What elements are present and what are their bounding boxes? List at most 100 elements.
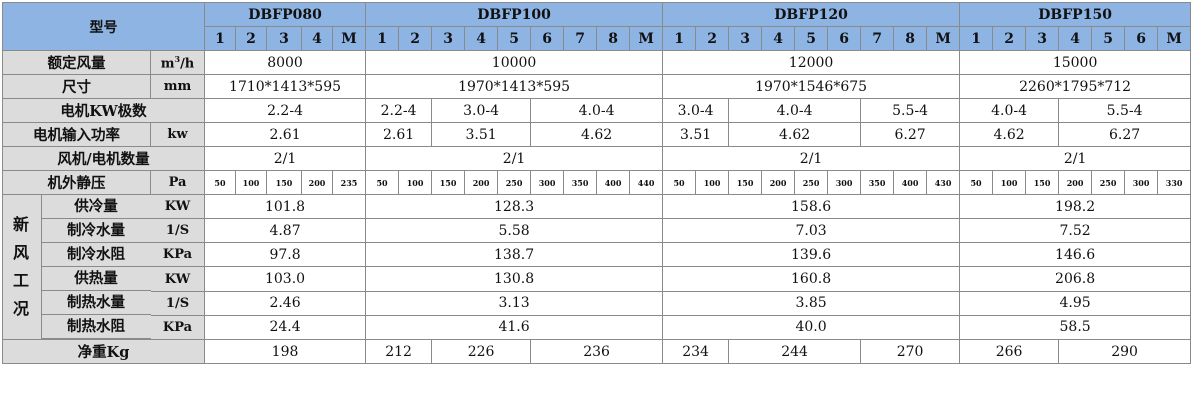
sub-col: 2 [695,26,730,51]
static-value: 100 [992,170,1027,195]
airflow-label: 额定风量 [2,50,151,75]
sub-col: 8 [596,26,631,51]
static-value: 200 [1058,170,1093,195]
fresh-row-heating-flow: 1/S 2.46 3.13 3.85 4.95 [3,290,1192,316]
fresh-row-heating-capacity: KW 103.0 130.8 160.8 206.8 [3,266,1192,292]
fresh-value: 4.87 [203,218,367,244]
fresh-label: 制冷水量 [40,218,151,243]
size-value: 1970*1413*595 [365,74,664,99]
sub-col: 3 [1025,26,1060,51]
power-value: 3.51 [662,122,730,147]
static-value: 250 [497,170,532,195]
sub-col: 7 [563,26,598,51]
airflow-value: 8000 [203,50,367,75]
side-char: 新 [12,215,29,234]
sub-col: M [629,26,664,51]
static-value: 250 [1091,170,1126,195]
power-value: 2.61 [365,122,433,147]
power-row: 电机输入功率 kw 2.61 2.61 3.51 4.62 3.51 4.62 … [2,122,1192,147]
power-unit: kw [150,122,205,147]
fresh-row-cooling-capacity: 新 风 工 况 KW 101.8 128.3 158.6 198.2 [2,193,1192,340]
fresh-value: 160.8 [662,266,961,292]
airflow-value: 10000 [365,50,664,75]
weight-value: 270 [860,339,961,364]
airflow-row: 额定风量 m3/h 8000 10000 12000 15000 [2,50,1192,75]
fresh-value: 5.58 [365,218,664,244]
static-value: 300 [530,170,565,195]
fresh-value: 138.7 [365,242,664,268]
fan-count-value: 2/1 [959,146,1192,171]
sub-col: 2 [398,26,433,51]
sub-col: 8 [893,26,928,51]
sub-col: 7 [860,26,895,51]
weight-value: 290 [1058,339,1192,364]
fresh-unit: KPa [150,314,205,341]
model-label: 型号 [2,2,205,51]
model-row: 型号 DBFP080 DBFP100 DBFP120 DBFP150 [2,2,1192,51]
weight-value: 244 [728,339,862,364]
sub-col: 1 [365,26,400,51]
static-value: 200 [464,170,499,195]
side-char: 况 [12,299,29,318]
fresh-value: 103.0 [203,266,367,292]
fan-count-value: 2/1 [365,146,664,171]
static-value: 50 [662,170,697,195]
sub-col: M [1157,26,1192,51]
fan-count-row: 风机/电机数量 2/1 2/1 2/1 2/1 [2,146,1192,171]
poles-value: 5.5-4 [860,98,961,123]
fresh-value: 58.5 [959,314,1192,341]
sub-col: 3 [266,26,302,51]
fresh-label: 供冷量 [40,194,151,219]
sub-col: 1 [204,26,236,51]
sub-col: 6 [1124,26,1159,51]
weight-value: 198 [203,339,367,364]
fresh-label: 制热水量 [40,290,151,315]
power-value: 4.62 [728,122,862,147]
static-value: 440 [629,170,664,195]
static-value: 235 [331,170,367,195]
fan-count-value: 2/1 [203,146,367,171]
static-value: 150 [431,170,466,195]
fresh-value: 101.8 [203,193,367,220]
poles-value: 3.0-4 [662,98,730,123]
static-value: 150 [266,170,302,195]
static-value: 300 [827,170,862,195]
fresh-label: 制热水阻 [40,314,151,339]
weight-value: 212 [365,339,433,364]
fresh-row-cooling-flow: 1/S 4.87 5.58 7.03 7.52 [3,218,1192,244]
static-value: 150 [728,170,763,195]
weight-value: 236 [530,339,664,364]
weight-value: 266 [959,339,1060,364]
fresh-label: 制冷水阻 [40,242,151,267]
sub-col: 6 [827,26,862,51]
sub-col: M [331,26,367,51]
static-value: 200 [761,170,796,195]
fresh-value: 7.03 [662,218,961,244]
airflow-unit: m3/h [150,50,205,75]
static-value: 350 [563,170,598,195]
airflow-value: 12000 [662,50,961,75]
fresh-value: 24.4 [203,314,367,341]
fresh-value: 40.0 [662,314,961,341]
sub-col: 5 [1091,26,1126,51]
sub-model-row: 1 2 3 4 M 1 2 3 4 5 6 7 8 M 1 2 3 4 5 6 … [3,26,1192,51]
fresh-value: 128.3 [365,193,664,220]
static-value: 200 [301,170,333,195]
sub-col: 5 [497,26,532,51]
fresh-unit: KW [150,193,205,220]
weight-row: 净重Kg 198 212 226 236 234 244 270 266 290 [2,339,1192,364]
static-value: 400 [596,170,631,195]
static-label: 机外静压 [2,170,151,195]
side-char: 风 [12,243,29,262]
power-label: 电机输入功率 [2,122,151,147]
poles-value: 2.2-4 [365,98,433,123]
sub-col: 3 [728,26,763,51]
fresh-value: 41.6 [365,314,664,341]
static-value: 100 [235,170,267,195]
model-dbfp080: DBFP080 [203,2,367,27]
fresh-unit: 1/S [150,290,205,316]
poles-value: 4.0-4 [959,98,1060,123]
poles-label: 电机KW极数 [2,98,205,123]
fan-count-value: 2/1 [662,146,961,171]
sub-col: 2 [235,26,267,51]
